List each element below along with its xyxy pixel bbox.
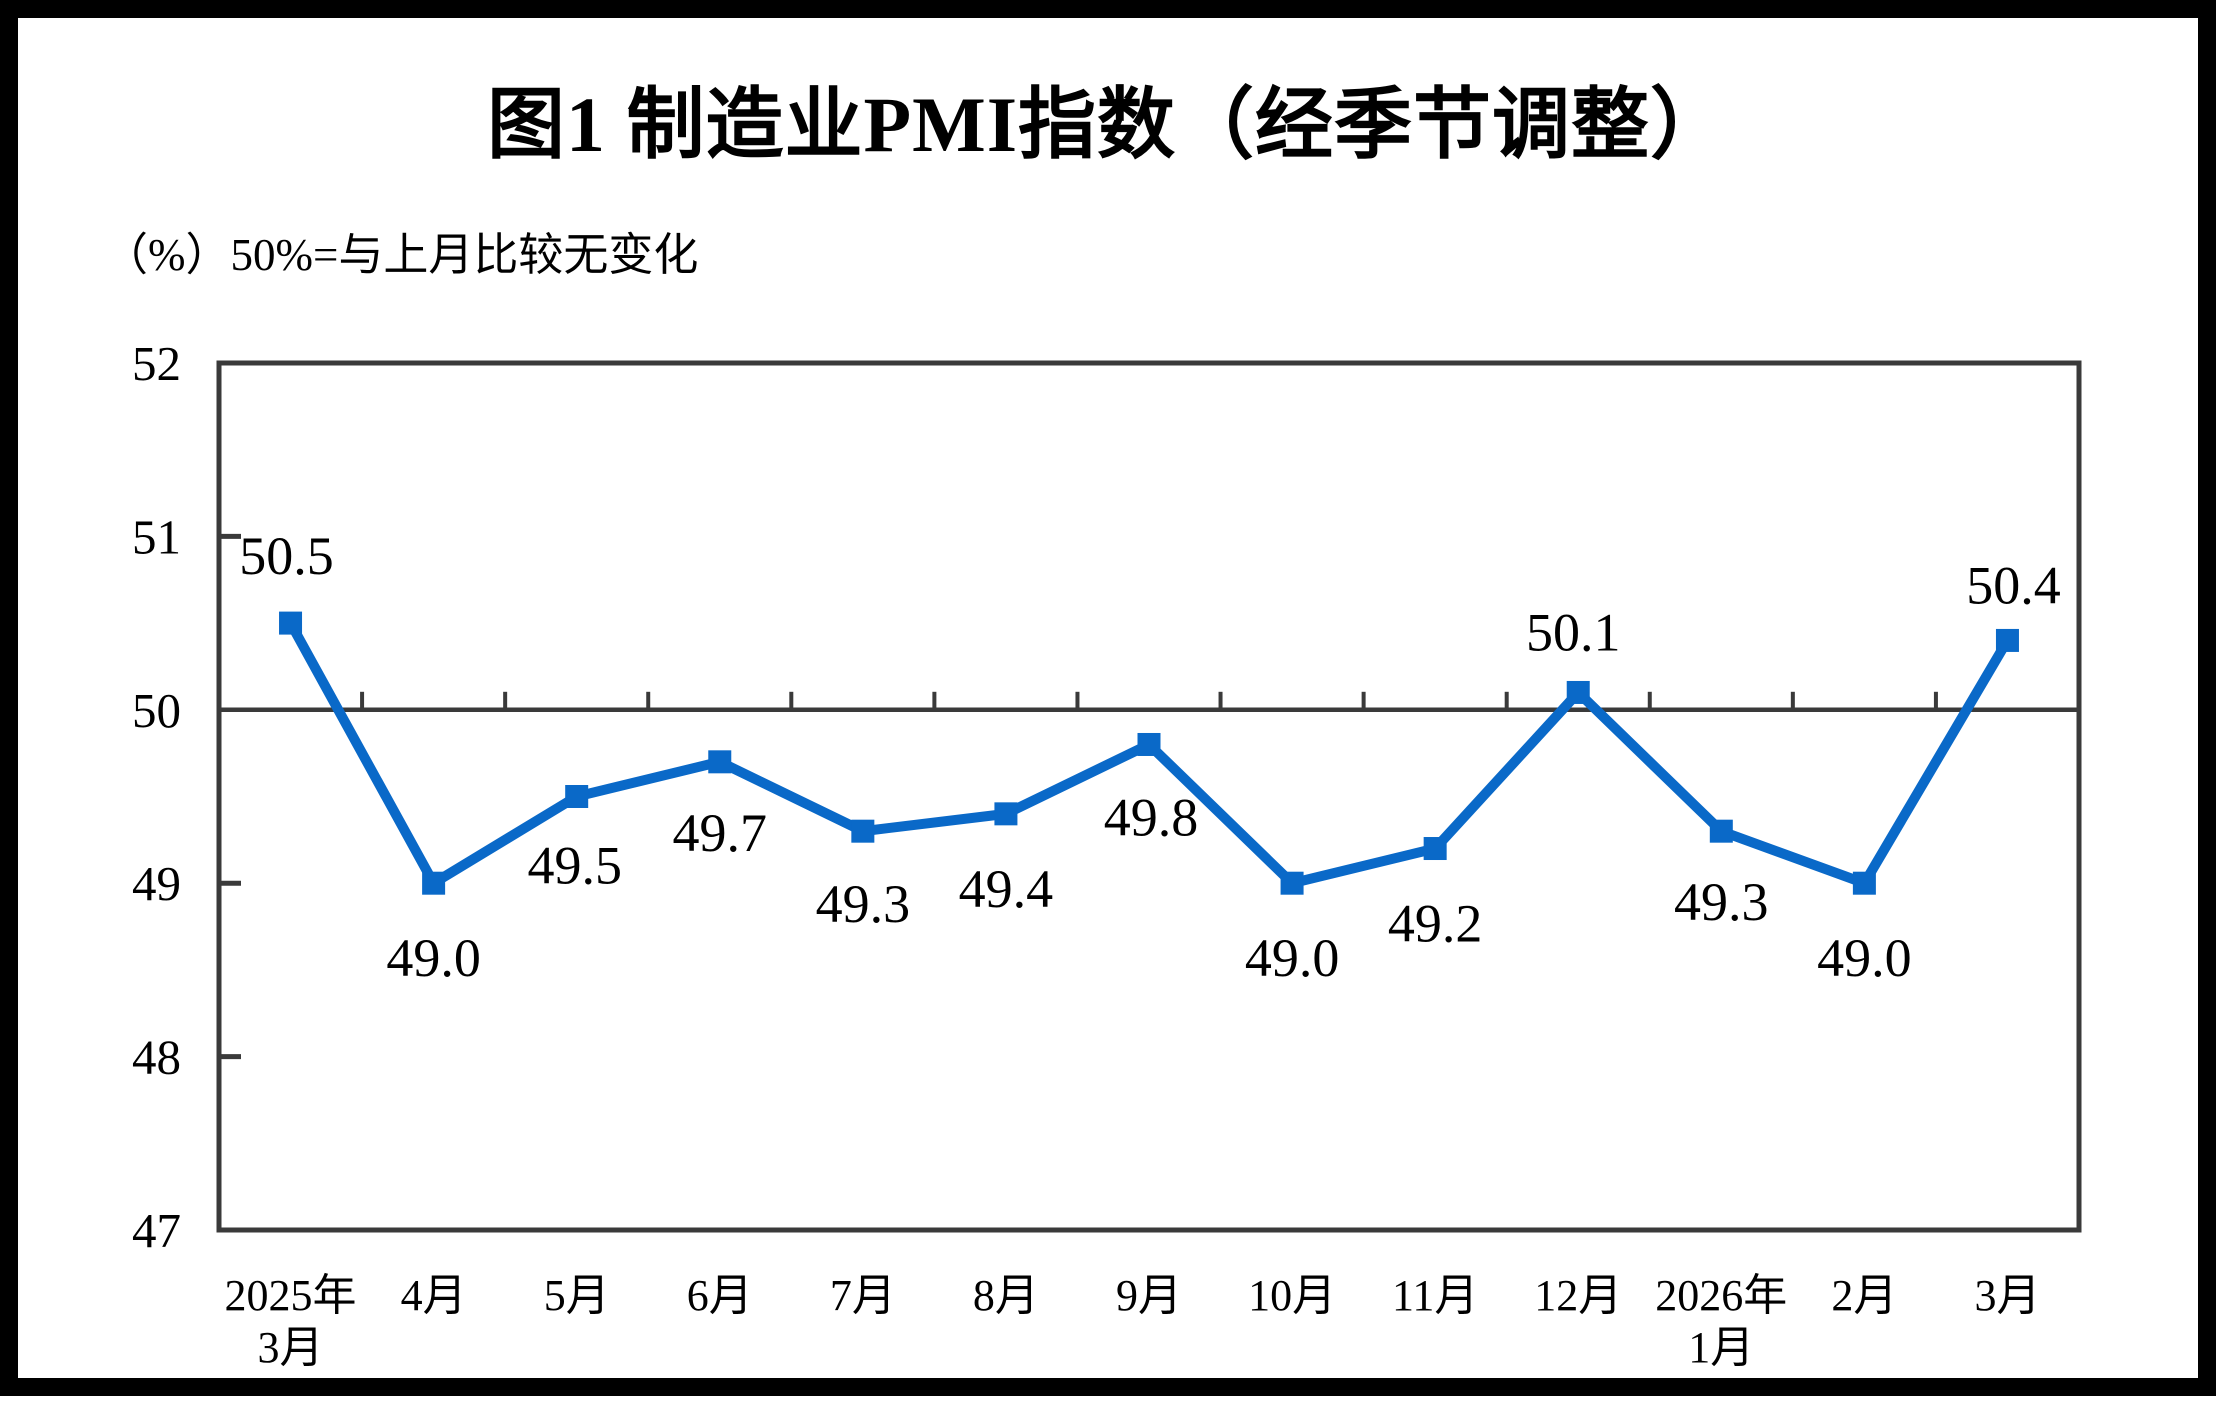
x-axis-label: 9月 — [1116, 1271, 1182, 1320]
data-point-label: 50.5 — [239, 526, 334, 586]
data-point-marker — [1566, 680, 1590, 704]
data-point-marker — [279, 611, 303, 635]
chart-page: 图1 制造业PMI指数（经季节调整） （%）50%=与上月比较无变化 47 48 4… — [18, 18, 2198, 1378]
data-point-label: 49.3 — [816, 874, 911, 934]
data-point-label: 49.3 — [1674, 872, 1769, 932]
y-axis-label: 50 — [132, 683, 181, 738]
data-point-label: 49.8 — [1104, 787, 1199, 847]
x-axis-label: 5月 — [544, 1271, 610, 1320]
data-point-marker — [422, 871, 446, 895]
data-point-label: 49.5 — [527, 836, 622, 896]
x-axis-label: 2月 — [1831, 1271, 1897, 1320]
y-axis-label: 51 — [132, 509, 181, 564]
data-point-label: 49.2 — [1388, 894, 1483, 954]
data-point-marker — [708, 750, 732, 774]
data-point-label: 50.4 — [1966, 555, 2061, 615]
data-point-label: 49.0 — [1245, 928, 1340, 988]
data-point-marker — [1280, 871, 1304, 895]
data-point-marker — [565, 785, 589, 808]
plot-border — [216, 360, 2082, 1233]
x-axis-label: 2026年 — [1655, 1271, 1787, 1320]
y-axis-label: 48 — [132, 1030, 181, 1085]
data-point-label: 49.0 — [386, 928, 481, 988]
data-point-marker — [1709, 819, 1733, 843]
data-point-marker — [851, 819, 875, 843]
x-axis-label: 11月 — [1392, 1271, 1478, 1320]
data-point-label: 50.1 — [1526, 602, 1621, 662]
data-point-marker — [1423, 837, 1447, 861]
data-point-marker — [994, 802, 1018, 826]
data-point-marker — [1852, 871, 1876, 895]
y-axis-label: 52 — [132, 336, 181, 391]
x-axis-label: 8月 — [973, 1271, 1039, 1320]
x-axis-label: 2025年 — [225, 1271, 357, 1320]
pmi-line-chart: 47 48 49 50 51 52 50.5 49.0 49.5 49.7 49.3 49.4 49.8… — [132, 336, 2082, 1372]
x-axis-label: 1月 — [1688, 1323, 1754, 1372]
x-axis-label: 6月 — [687, 1271, 753, 1320]
chart-unit-note: （%）50%=与上月比较无变化 — [103, 230, 699, 280]
chart-title: 图1 制造业PMI指数（经季节调整） — [486, 81, 1730, 168]
data-point-label: 49.7 — [673, 803, 768, 863]
x-axis-label: 7月 — [830, 1271, 896, 1320]
data-point-marker — [1137, 732, 1161, 756]
x-axis-label: 3月 — [258, 1323, 324, 1372]
data-point-marker — [1995, 628, 2019, 652]
x-axis-label: 4月 — [401, 1271, 467, 1320]
data-point-label: 49.0 — [1817, 928, 1912, 988]
x-axis-label: 10月 — [1248, 1271, 1336, 1320]
y-axis-label: 47 — [132, 1203, 181, 1258]
x-axis-label: 12月 — [1534, 1271, 1622, 1320]
x-axis-label: 3月 — [1974, 1271, 2040, 1320]
y-axis-label: 49 — [132, 856, 181, 911]
data-point-label: 49.4 — [959, 859, 1054, 919]
